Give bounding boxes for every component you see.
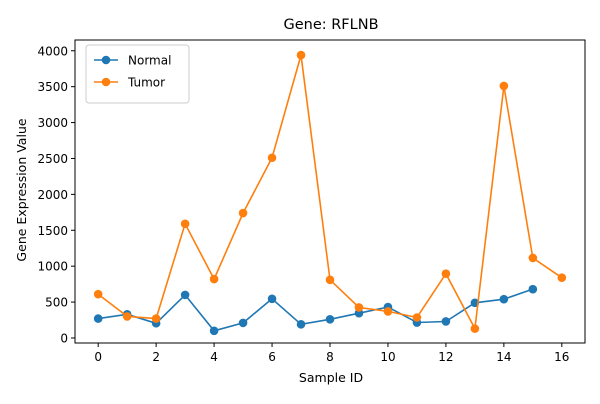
x-tick-label: 2 [152,350,160,364]
data-point-tumor [122,312,132,321]
data-point-normal [180,290,190,300]
x-tick-label: 0 [94,350,102,364]
y-tick-label: 500 [45,296,68,310]
x-axis-label: Sample ID [299,370,363,385]
x-tick-label: 4 [210,350,218,364]
data-point-tumor [412,313,422,322]
data-point-tumor [238,208,248,218]
y-tick-label: 2500 [37,152,68,166]
y-axis-ticks: 0 500 1000 1500 2000 2500 3000 3500 4000 [37,44,75,345]
y-tick-label: 1000 [37,260,68,274]
data-point-tumor [180,219,190,229]
y-tick-label: 4000 [37,44,68,58]
series-line-normal [98,288,534,332]
y-tick-label: 0 [60,331,68,345]
x-tick-label: 6 [268,350,276,364]
data-point-normal [499,294,509,304]
data-point-tumor [528,253,538,263]
data-point-tumor [296,50,306,60]
plot-series [93,50,567,336]
x-tick-label: 14 [496,350,511,364]
data-point-normal [441,317,451,326]
legend-marker [101,55,111,65]
legend-label: Normal [128,54,171,68]
x-axis-ticks: 0 2 4 6 8 10 12 14 16 [94,343,569,364]
y-tick-label: 3000 [37,116,68,130]
data-point-tumor [325,275,335,285]
data-point-tumor [470,324,480,333]
legend-marker [101,77,111,87]
plot-frame [74,39,586,344]
x-tick-label: 16 [554,350,569,364]
y-axis-label: Gene Expression Value [14,118,29,261]
y-tick-label: 3500 [37,80,68,94]
data-point-normal [296,320,306,329]
data-point-tumor [441,269,451,279]
x-tick-label: 12 [438,350,453,364]
data-point-normal [93,314,103,323]
data-point-tumor [209,274,219,284]
data-point-normal [528,284,538,294]
x-tick-label: 8 [326,350,334,364]
chart-title: Gene: RFLNB [283,17,378,33]
data-point-tumor [93,289,103,299]
data-point-tumor [151,314,161,323]
data-point-tumor [557,273,567,282]
x-tick-label: 10 [380,350,395,364]
data-point-tumor [267,153,277,163]
data-point-normal [325,315,335,324]
legend: Normal Tumor [85,44,190,104]
data-point-normal [209,326,219,336]
data-point-normal [238,318,248,328]
data-point-tumor [354,303,364,312]
data-point-normal [267,294,277,304]
y-tick-label: 1500 [37,224,68,238]
legend-label: Tumor [127,76,165,90]
y-tick-label: 2000 [37,188,68,202]
data-point-tumor [383,307,393,316]
data-point-tumor [499,81,509,91]
